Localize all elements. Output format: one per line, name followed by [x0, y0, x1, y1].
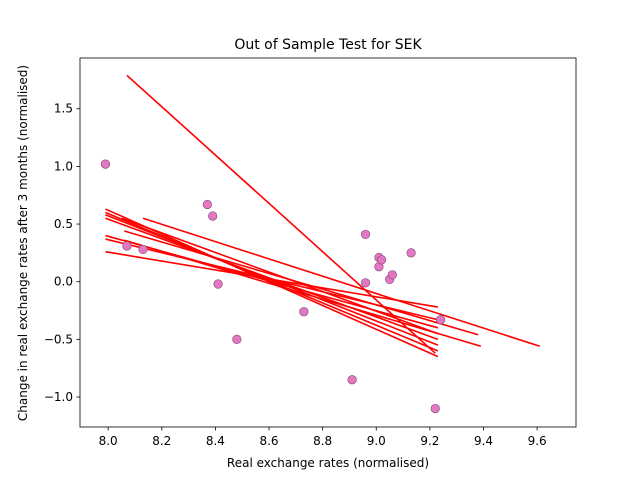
- data-point-6: [213, 279, 223, 289]
- data-point-10: [360, 229, 371, 240]
- fit-line-11: [142, 217, 541, 348]
- data-point-5: [208, 211, 218, 221]
- x-tick-label: 8.8: [313, 434, 332, 448]
- fit-line-12: [121, 217, 439, 335]
- fit-lines: [105, 74, 541, 358]
- y-axis-label: Change in real exchange rates after 3 mo…: [16, 65, 30, 421]
- x-tick-label: 9.4: [474, 434, 493, 448]
- y-tick-label: 0.0: [54, 275, 73, 289]
- fit-line-8: [105, 250, 439, 308]
- plot-area: [80, 58, 576, 427]
- data-point-2: [122, 241, 132, 251]
- y-tick-label: −0.5: [44, 332, 73, 346]
- data-point-4: [202, 199, 212, 210]
- x-tick-label: 8.0: [99, 434, 118, 448]
- y-tick-label: 1.0: [54, 159, 73, 173]
- data-point-17: [406, 248, 416, 258]
- fit-line-10: [124, 239, 482, 348]
- data-point-8: [299, 307, 309, 317]
- x-axis: 8.0 8.2 8.4 8.6 8.8 9.0 9.2 9.4 9.6: [99, 427, 547, 448]
- fit-line-9: [124, 230, 479, 336]
- data-point-14: [377, 255, 387, 265]
- x-tick-label: 9.6: [528, 434, 547, 448]
- x-tick-label: 8.6: [259, 434, 278, 448]
- x-tick-label: 9.0: [367, 434, 386, 448]
- x-tick-label: 9.2: [420, 434, 439, 448]
- plot-frame: [79, 57, 577, 428]
- data-point-9: [347, 375, 357, 385]
- data-point-1: [100, 159, 111, 169]
- data-point-16: [387, 270, 397, 280]
- data-point-11: [360, 278, 371, 288]
- x-axis-label: Real exchange rates (normalised): [227, 456, 429, 470]
- data-point-18: [430, 403, 440, 414]
- y-tick-label: 1.5: [54, 102, 73, 116]
- chart-title: Out of Sample Test for SEK: [234, 37, 422, 53]
- x-tick-label: 8.2: [152, 434, 171, 448]
- data-point-3: [138, 244, 148, 255]
- y-tick-label: −1.0: [44, 390, 73, 404]
- y-axis: −1.0 −0.5 0.0 0.5 1.0 1.5: [44, 102, 80, 404]
- y-tick-label: 0.5: [54, 217, 73, 231]
- fit-line-2: [105, 208, 439, 358]
- data-point-19: [436, 315, 446, 325]
- x-tick-label: 8.4: [206, 434, 225, 448]
- data-points: [100, 159, 446, 414]
- data-point-7: [232, 334, 242, 344]
